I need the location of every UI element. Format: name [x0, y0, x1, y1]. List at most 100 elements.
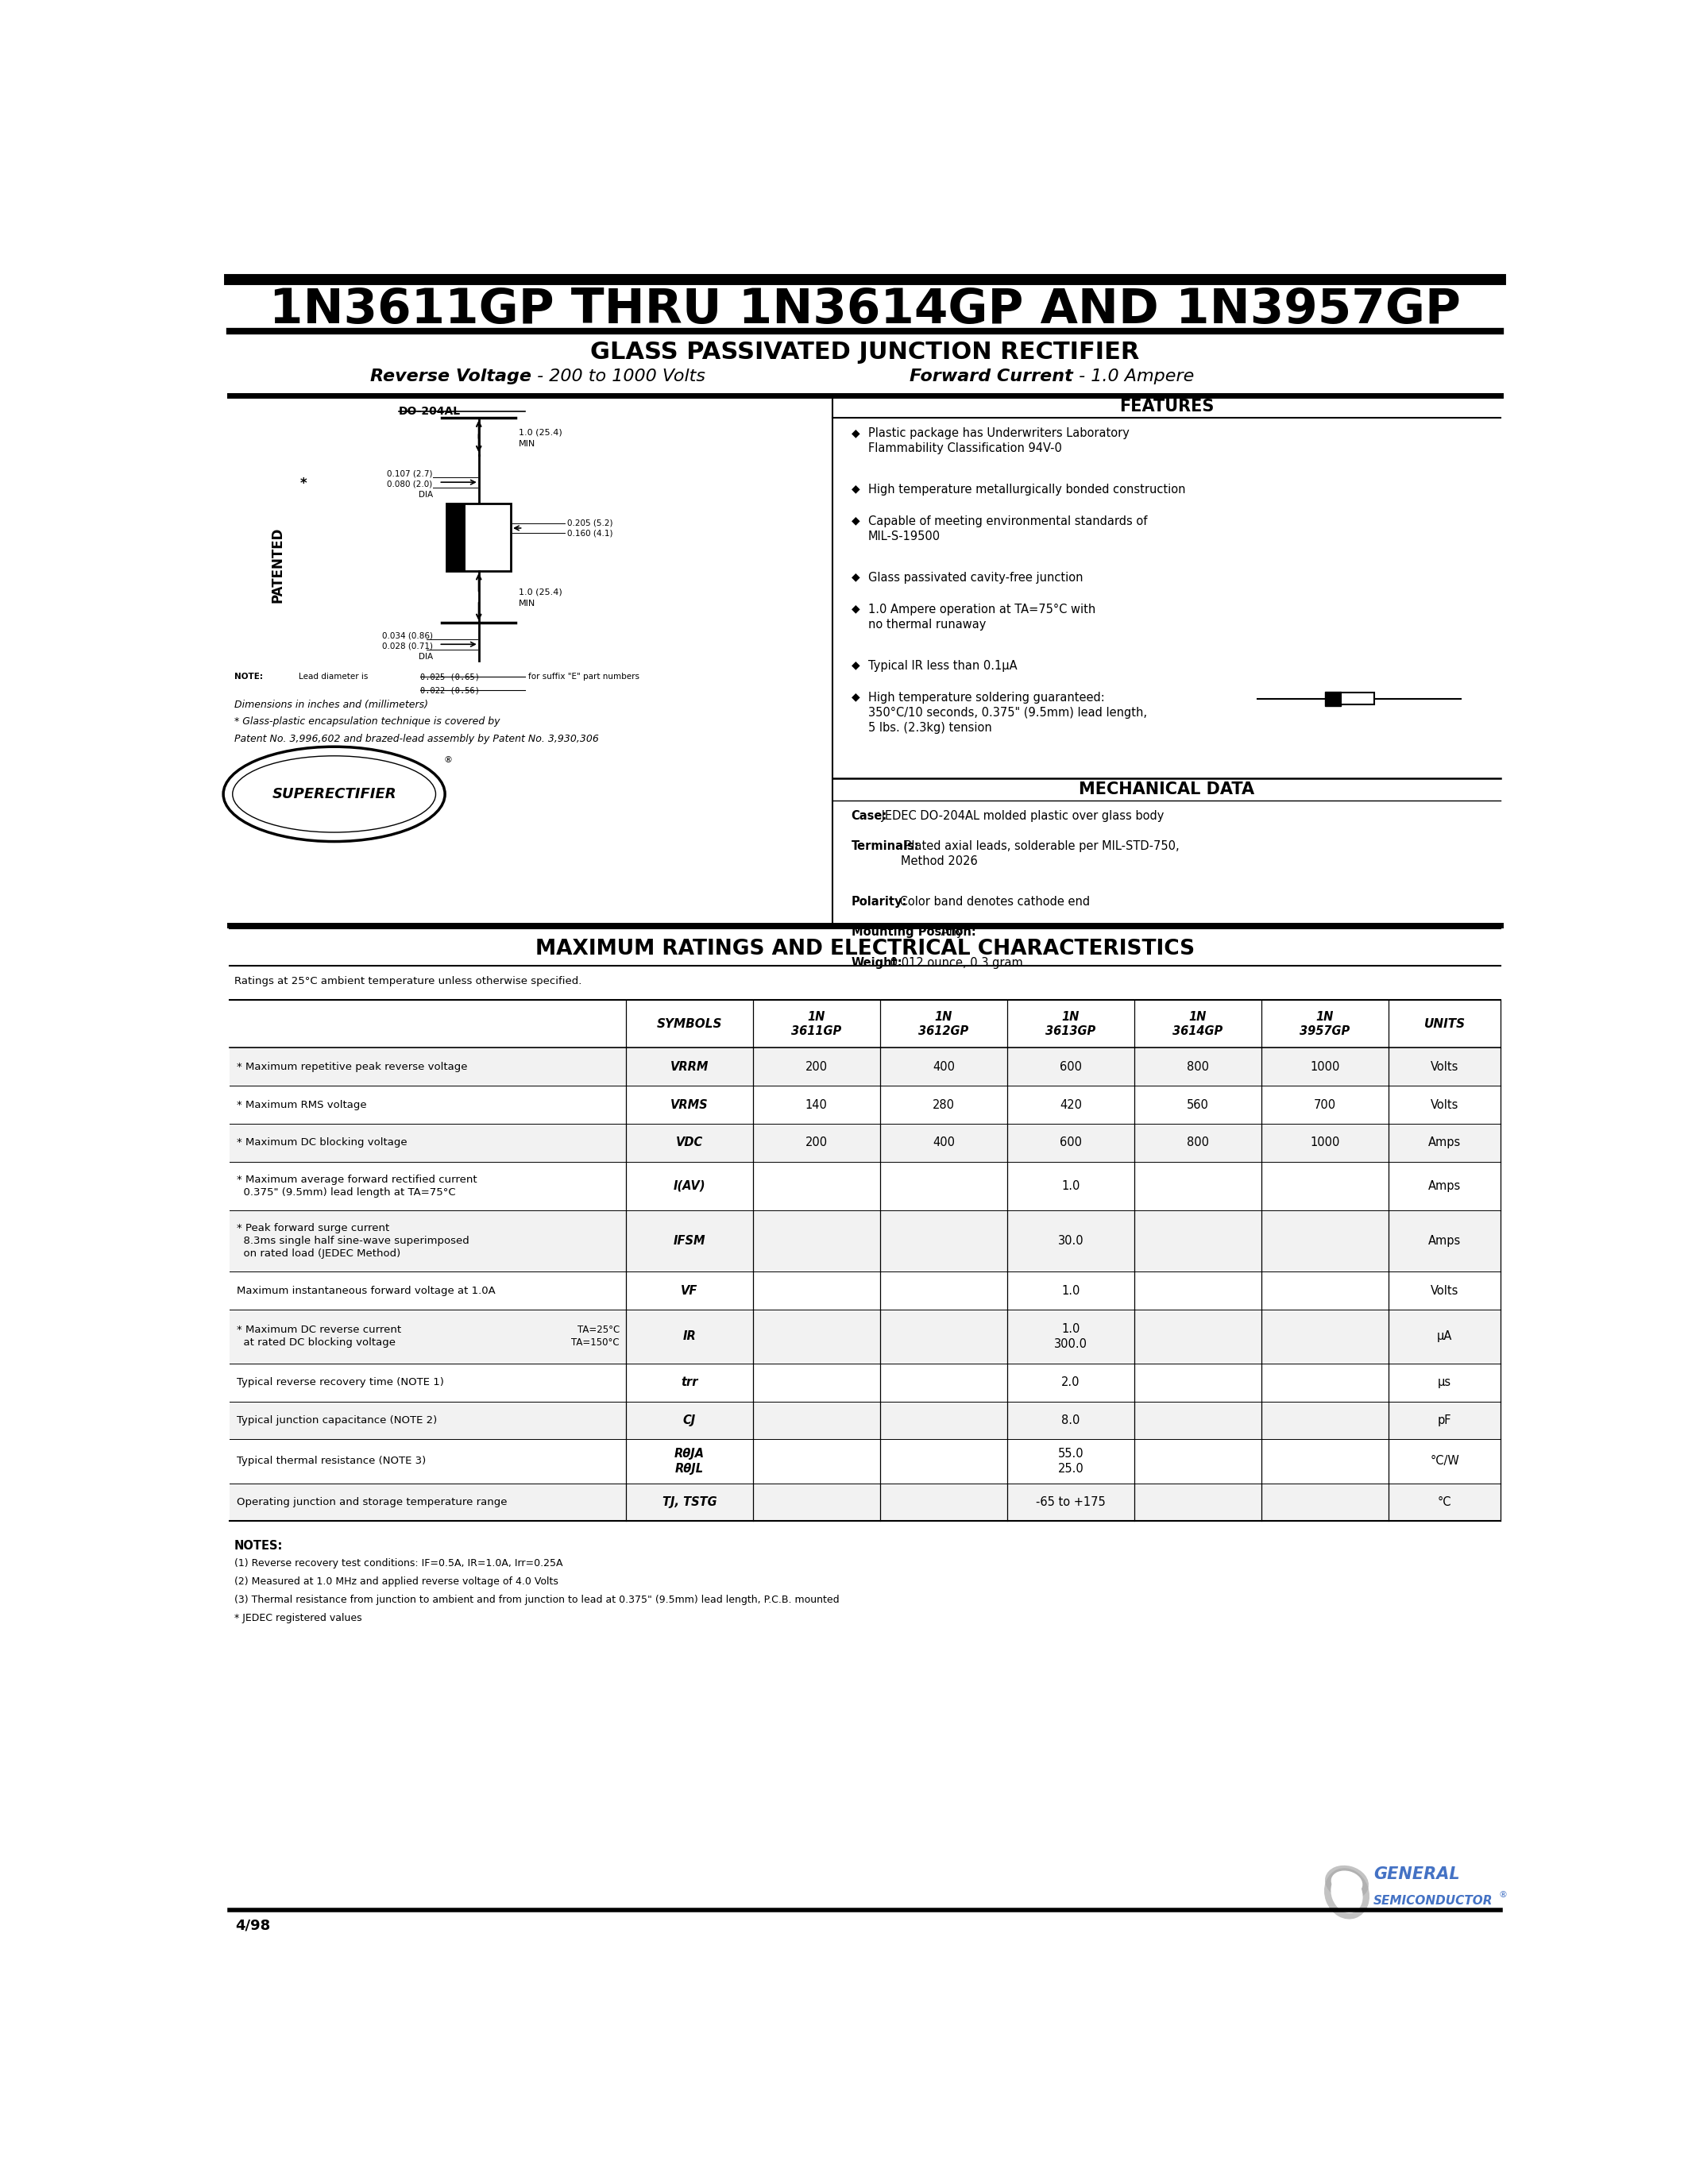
Text: 600: 600 — [1060, 1136, 1082, 1149]
Text: (2) Measured at 1.0 MHz and applied reverse voltage of 4.0 Volts: (2) Measured at 1.0 MHz and applied reve… — [235, 1577, 559, 1586]
Text: Patent No. 3,996,602 and brazed-lead assembly by Patent No. 3,930,306: Patent No. 3,996,602 and brazed-lead ass… — [235, 734, 599, 745]
Text: 1.0 Ampere operation at TA=75°C with
no thermal runaway: 1.0 Ampere operation at TA=75°C with no … — [868, 603, 1096, 631]
Text: MECHANICAL DATA: MECHANICAL DATA — [1079, 782, 1254, 797]
Ellipse shape — [1323, 1867, 1369, 1920]
Text: 600: 600 — [1060, 1061, 1082, 1072]
Text: 1N
3613GP: 1N 3613GP — [1045, 1011, 1096, 1037]
Text: Terminals:: Terminals: — [851, 841, 920, 852]
Text: 280: 280 — [932, 1099, 955, 1112]
Text: ◆: ◆ — [851, 428, 859, 439]
Text: * Maximum repetitive peak reverse voltage: * Maximum repetitive peak reverse voltag… — [236, 1061, 468, 1072]
Text: trr: trr — [680, 1376, 697, 1389]
Bar — [230, 1310, 1501, 1363]
Text: μA: μA — [1436, 1330, 1452, 1343]
Text: ◆: ◆ — [851, 692, 859, 703]
Text: SUPERECTIFIER: SUPERECTIFIER — [272, 786, 397, 802]
Text: * Maximum DC reverse current
  at rated DC blocking voltage: * Maximum DC reverse current at rated DC… — [236, 1326, 402, 1348]
Text: FEATURES: FEATURES — [1119, 400, 1214, 415]
Text: Typical thermal resistance (NOTE 3): Typical thermal resistance (NOTE 3) — [236, 1457, 425, 1465]
Text: 400: 400 — [932, 1061, 955, 1072]
Text: ◆: ◆ — [851, 515, 859, 526]
Text: Dimensions in inches and (millimeters): Dimensions in inches and (millimeters) — [235, 699, 429, 710]
Bar — [230, 1483, 1501, 1522]
Text: NOTE:: NOTE: — [235, 673, 263, 681]
Text: Typical reverse recovery time (NOTE 1): Typical reverse recovery time (NOTE 1) — [236, 1378, 444, 1387]
Text: 1N
3957GP: 1N 3957GP — [1300, 1011, 1350, 1037]
Text: 1N3611GP THRU 1N3614GP AND 1N3957GP: 1N3611GP THRU 1N3614GP AND 1N3957GP — [270, 286, 1460, 334]
Text: DIA: DIA — [419, 653, 432, 660]
Bar — [230, 1048, 1501, 1085]
Text: VDC: VDC — [675, 1136, 702, 1149]
Text: (3) Thermal resistance from junction to ambient and from junction to lead at 0.3: (3) Thermal resistance from junction to … — [235, 1594, 839, 1605]
Text: 420: 420 — [1060, 1099, 1082, 1112]
Text: 0.080 (2.0): 0.080 (2.0) — [387, 480, 432, 487]
Bar — [230, 1162, 1501, 1210]
Bar — [230, 1439, 1501, 1483]
Text: Glass passivated cavity-free junction: Glass passivated cavity-free junction — [868, 572, 1082, 583]
Text: TJ, TSTG: TJ, TSTG — [662, 1496, 717, 1509]
Ellipse shape — [1330, 1874, 1362, 1913]
Text: Any: Any — [937, 926, 964, 939]
Bar — [230, 1402, 1501, 1439]
Text: * Maximum RMS voltage: * Maximum RMS voltage — [236, 1099, 366, 1109]
Text: ◆: ◆ — [851, 572, 859, 583]
Text: VF: VF — [680, 1284, 697, 1297]
Text: ®: ® — [1499, 1891, 1507, 1898]
Text: Maximum instantaneous forward voltage at 1.0A: Maximum instantaneous forward voltage at… — [236, 1286, 496, 1295]
Text: Forward Current: Forward Current — [910, 369, 1074, 384]
Text: 140: 140 — [805, 1099, 827, 1112]
Text: I(AV): I(AV) — [674, 1179, 706, 1192]
Text: Amps: Amps — [1428, 1136, 1462, 1149]
Text: ◆: ◆ — [851, 603, 859, 614]
Text: 800: 800 — [1187, 1136, 1209, 1149]
Text: *: * — [300, 476, 307, 491]
Text: Ratings at 25°C ambient temperature unless otherwise specified.: Ratings at 25°C ambient temperature unle… — [235, 976, 582, 987]
Text: °C: °C — [1438, 1496, 1452, 1509]
Text: Lead diameter is: Lead diameter is — [299, 673, 368, 681]
Text: VRRM: VRRM — [670, 1061, 709, 1072]
Text: 1000: 1000 — [1310, 1136, 1340, 1149]
Text: 0.022 (0.56): 0.022 (0.56) — [420, 686, 479, 695]
Text: MIN: MIN — [518, 601, 535, 607]
Text: Amps: Amps — [1428, 1236, 1462, 1247]
Text: 1.0 (25.4): 1.0 (25.4) — [518, 587, 562, 596]
Text: SYMBOLS: SYMBOLS — [657, 1018, 722, 1031]
Text: ®: ® — [444, 756, 452, 764]
Text: Volts: Volts — [1431, 1099, 1458, 1112]
Bar — [1325, 692, 1340, 705]
Text: 1.0: 1.0 — [1062, 1179, 1080, 1192]
Text: 8.0: 8.0 — [1062, 1415, 1080, 1426]
Bar — [447, 505, 466, 570]
Text: Amps: Amps — [1428, 1179, 1462, 1192]
Text: Weight:: Weight: — [851, 957, 903, 970]
Text: 0.034 (0.86): 0.034 (0.86) — [381, 631, 432, 640]
Text: 800: 800 — [1187, 1061, 1209, 1072]
Text: - 200 to 1000 Volts: - 200 to 1000 Volts — [532, 369, 706, 384]
Text: * Peak forward surge current
  8.3ms single half sine-wave superimposed
  on rat: * Peak forward surge current 8.3ms singl… — [236, 1223, 469, 1258]
Text: 0.107 (2.7): 0.107 (2.7) — [387, 470, 432, 478]
Text: * Glass-plastic encapsulation technique is covered by: * Glass-plastic encapsulation technique … — [235, 716, 500, 727]
Text: * Maximum DC blocking voltage: * Maximum DC blocking voltage — [236, 1138, 407, 1149]
Text: ◆: ◆ — [851, 483, 859, 494]
Text: DO-204AL: DO-204AL — [398, 406, 461, 417]
Text: CJ: CJ — [684, 1415, 695, 1426]
Text: pF: pF — [1438, 1415, 1452, 1426]
Text: RθJA
RθJL: RθJA RθJL — [674, 1448, 704, 1474]
Text: 0.012 ounce, 0.3 gram: 0.012 ounce, 0.3 gram — [886, 957, 1023, 970]
Text: NOTES:: NOTES: — [235, 1540, 284, 1551]
Text: -65 to +175: -65 to +175 — [1036, 1496, 1106, 1509]
Text: 0.028 (0.71): 0.028 (0.71) — [381, 642, 432, 651]
Bar — [447, 505, 511, 570]
Bar — [230, 1125, 1501, 1162]
Text: 1N
3612GP: 1N 3612GP — [918, 1011, 969, 1037]
Bar — [230, 1363, 1501, 1402]
Text: 4/98: 4/98 — [236, 1918, 270, 1933]
Text: High temperature metallurgically bonded construction: High temperature metallurgically bonded … — [868, 483, 1185, 496]
Text: Case:: Case: — [851, 810, 888, 821]
Text: VRMS: VRMS — [670, 1099, 709, 1112]
Text: Capable of meeting environmental standards of
MIL-S-19500: Capable of meeting environmental standar… — [868, 515, 1146, 542]
Text: High temperature soldering guaranteed:
350°C/10 seconds, 0.375" (9.5mm) lead len: High temperature soldering guaranteed: 3… — [868, 692, 1146, 734]
Text: Mounting Position:: Mounting Position: — [851, 926, 976, 939]
Text: * Maximum average forward rectified current
  0.375" (9.5mm) lead length at TA=7: * Maximum average forward rectified curr… — [236, 1175, 478, 1197]
Ellipse shape — [1332, 1872, 1362, 1894]
